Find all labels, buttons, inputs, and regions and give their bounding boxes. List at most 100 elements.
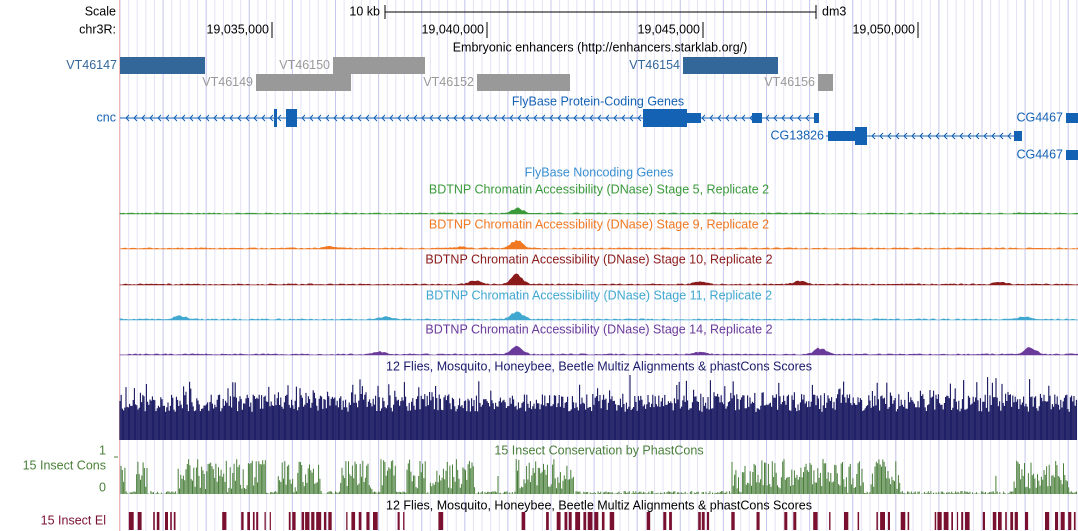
strand-arrow xyxy=(741,114,746,122)
strand-arrow xyxy=(733,114,738,122)
exon xyxy=(752,113,762,123)
conserved-element xyxy=(165,512,168,530)
strand-arrow xyxy=(301,114,306,122)
strand-arrow xyxy=(165,114,170,122)
conserved-element xyxy=(937,512,942,530)
conserved-element xyxy=(156,512,160,530)
gene-label: CG4467 xyxy=(1016,110,1063,124)
strand-arrow xyxy=(895,132,900,140)
strand-arrow xyxy=(325,114,330,122)
strand-arrow xyxy=(557,114,562,122)
strand-arrow xyxy=(173,114,178,122)
enhancer-label: VT46154 xyxy=(629,58,680,72)
strand-arrow xyxy=(317,114,322,122)
exon xyxy=(1066,113,1078,123)
conserved-element xyxy=(328,512,332,530)
strand-arrow xyxy=(781,114,786,122)
conserved-element xyxy=(844,512,849,530)
conserved-element xyxy=(1025,512,1029,530)
conserved-element xyxy=(646,512,651,530)
signal xyxy=(119,345,1078,356)
position-label: 19,040,000 xyxy=(421,22,484,36)
conserved-element xyxy=(669,512,672,530)
enhancer xyxy=(683,57,778,74)
strand-arrow xyxy=(429,114,434,122)
conserved-element xyxy=(784,512,788,530)
strand-arrow xyxy=(533,114,538,122)
strand-arrow xyxy=(125,114,130,122)
conserved-element xyxy=(170,512,172,530)
conserved-element xyxy=(587,512,593,530)
strand-arrow xyxy=(133,114,138,122)
signal xyxy=(119,239,1078,250)
conserved-element xyxy=(813,512,818,530)
strand-arrow xyxy=(333,114,338,122)
conserved-element xyxy=(943,512,949,530)
exon xyxy=(274,109,277,127)
signal xyxy=(119,311,1078,321)
enhancer xyxy=(256,74,351,91)
strand-arrow xyxy=(341,114,346,122)
strand-arrow xyxy=(501,114,506,122)
gene-label: cnc xyxy=(97,110,116,124)
position-label: 19,035,000 xyxy=(206,22,269,36)
exon xyxy=(1066,150,1078,160)
scale-label: Scale xyxy=(85,4,116,18)
conserved-element xyxy=(269,512,271,530)
conserved-element xyxy=(706,512,710,530)
axis-label: 0 xyxy=(99,480,106,494)
strand-arrow xyxy=(1007,132,1012,140)
conserved-element xyxy=(564,512,568,530)
axis-label: 1 xyxy=(99,443,106,457)
conserved-element xyxy=(1014,512,1018,530)
strand-arrow xyxy=(765,114,770,122)
conserved-element xyxy=(264,512,266,530)
strand-arrow xyxy=(253,114,258,122)
strand-arrow xyxy=(967,132,972,140)
strand-arrow xyxy=(797,114,802,122)
strand-arrow xyxy=(413,114,418,122)
strand-arrow xyxy=(637,114,642,122)
conserved-element xyxy=(575,512,581,530)
conserved-element xyxy=(241,512,244,530)
strand-arrow xyxy=(717,114,722,122)
conserved-element xyxy=(756,512,760,530)
strand-arrow xyxy=(365,114,370,122)
track-title: 12 Flies, Mosquito, Honeybee, Beetle Mul… xyxy=(386,359,812,373)
conserved-element xyxy=(397,512,400,530)
strand-arrow xyxy=(189,114,194,122)
track-title: FlyBase Noncoding Genes xyxy=(525,165,674,179)
strand-arrow xyxy=(589,114,594,122)
conserved-element xyxy=(366,512,370,530)
conserved-element xyxy=(965,512,970,530)
strand-arrow xyxy=(197,114,202,122)
strand-arrow xyxy=(485,114,490,122)
conserved-element xyxy=(256,512,259,530)
exon xyxy=(1014,131,1022,141)
strand-arrow xyxy=(157,114,162,122)
strand-arrow xyxy=(517,114,522,122)
conserved-element xyxy=(358,512,362,530)
strand-arrow xyxy=(509,114,514,122)
strand-arrow xyxy=(581,114,586,122)
enhancer xyxy=(120,57,205,74)
track-label: 15 Insect Cons xyxy=(23,458,106,472)
enhancer-label: VT46147 xyxy=(66,58,117,72)
gene-label: CG4467 xyxy=(1016,147,1063,161)
conserved-element xyxy=(907,512,910,530)
strand-arrow xyxy=(261,114,266,122)
strand-arrow xyxy=(269,114,274,122)
enhancer-label: VT46150 xyxy=(279,58,330,72)
strand-arrow xyxy=(565,114,570,122)
conserved-element xyxy=(173,512,176,530)
conserved-element xyxy=(1005,512,1007,530)
strand-arrow xyxy=(213,114,218,122)
enhancer xyxy=(477,74,570,91)
conserved-element xyxy=(961,512,964,530)
conserved-element xyxy=(521,512,526,530)
strand-arrow xyxy=(701,114,706,122)
conserved-element xyxy=(252,512,255,530)
conserved-element xyxy=(887,512,890,530)
enhancer-label: VT46152 xyxy=(423,75,474,89)
